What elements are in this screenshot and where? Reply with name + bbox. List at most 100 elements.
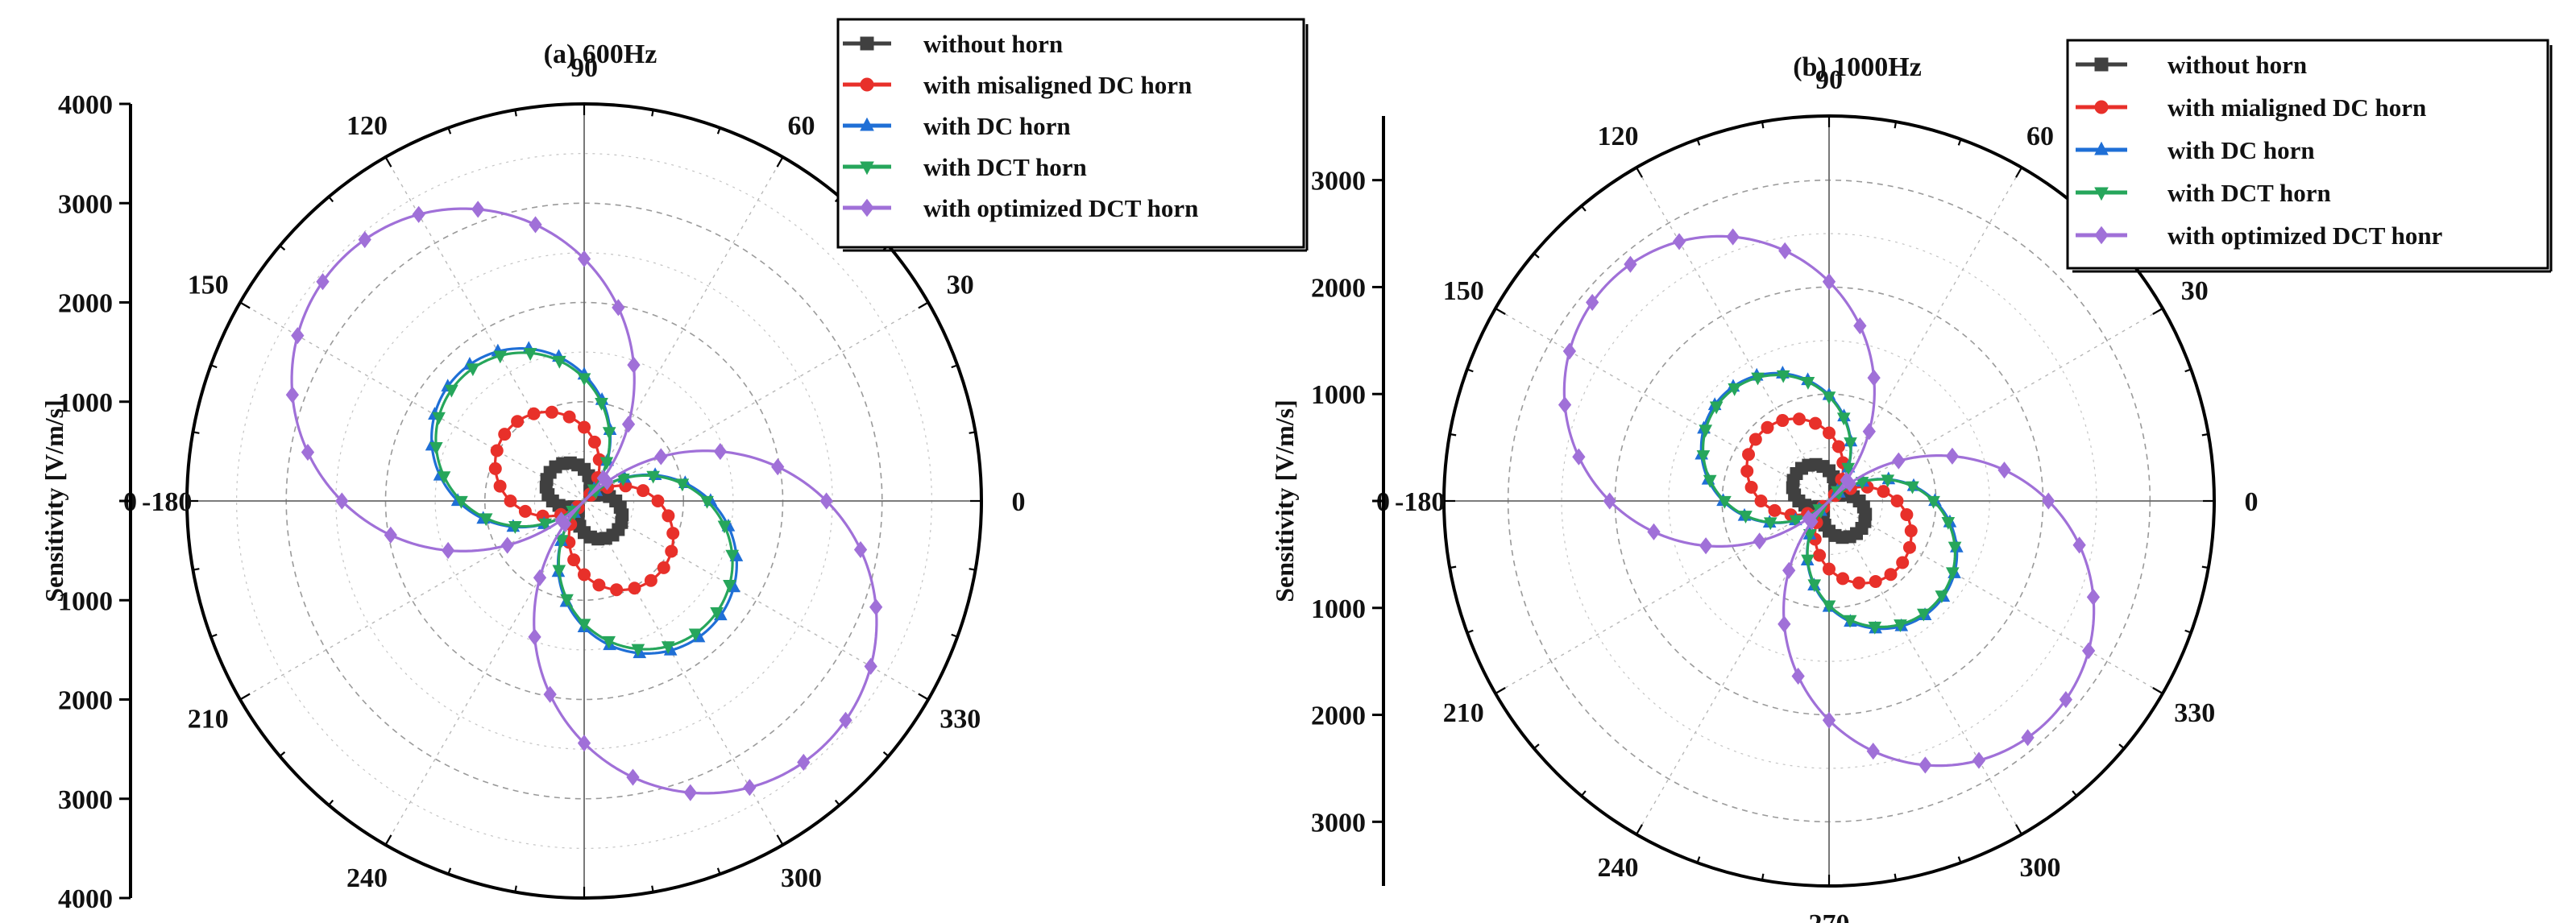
angle-label: 90 <box>570 53 598 83</box>
angle-label: 330 <box>2174 698 2215 728</box>
data-point <box>1831 440 1845 453</box>
data-point <box>1900 507 1914 521</box>
data-point <box>1801 554 1815 568</box>
data-point <box>592 578 606 592</box>
data-point <box>662 509 675 523</box>
legend-marker <box>860 117 874 131</box>
radial-grid-line <box>1495 308 1830 502</box>
data-point <box>545 405 558 419</box>
legend-marker <box>2094 141 2109 155</box>
data-point <box>543 685 557 703</box>
angle-tick <box>384 156 392 168</box>
data-point <box>1823 562 1836 576</box>
angle-label: 60 <box>788 111 815 141</box>
data-point <box>665 544 678 558</box>
panel-b-1000hz: 03060901201502102402703003300-1803000200… <box>1270 39 2553 923</box>
data-point <box>358 230 371 249</box>
data-point <box>518 504 532 518</box>
data-point <box>429 442 443 455</box>
data-point <box>1856 500 1870 514</box>
data-point <box>1868 621 1882 635</box>
angle-tick <box>384 834 392 846</box>
data-point <box>1603 492 1616 510</box>
radius-tick-label: 2000 <box>58 289 113 319</box>
data-point <box>1792 412 1806 426</box>
data-point <box>1672 233 1686 250</box>
data-point <box>285 386 299 404</box>
data-point <box>1945 567 1960 581</box>
series-3 <box>1696 370 1962 635</box>
radius-tick-label: 4000 <box>58 884 113 914</box>
data-point <box>1753 532 1766 550</box>
data-point <box>1892 452 1906 470</box>
angle-label: 240 <box>1598 853 1639 883</box>
radial-grid-line <box>583 156 784 502</box>
radial-grid-line <box>239 500 585 701</box>
data-point <box>493 350 508 364</box>
data-point <box>552 565 566 578</box>
center-label: -180 <box>142 487 192 517</box>
data-point <box>471 201 485 218</box>
radius-tick-label: 1000 <box>1311 594 1366 624</box>
data-point <box>613 500 627 514</box>
data-point <box>1822 600 1836 614</box>
data-point <box>1869 574 1882 588</box>
angle-label: 0 <box>2245 487 2259 517</box>
data-point <box>2021 729 2035 747</box>
radius-tick-label: 2000 <box>58 686 113 716</box>
data-point <box>1728 383 1741 396</box>
data-point <box>578 568 591 582</box>
angle-label: 210 <box>188 705 229 735</box>
legend-marker <box>2094 187 2109 201</box>
data-point <box>1853 317 1867 335</box>
data-point <box>1699 537 1713 555</box>
data-point <box>675 478 690 492</box>
radius-tick-label: 1000 <box>58 586 113 616</box>
data-point <box>631 644 645 657</box>
data-point <box>301 443 315 462</box>
angle-label: 120 <box>346 111 388 141</box>
panel-title: (b) 1000Hz <box>1793 52 1922 82</box>
series-4 <box>285 201 883 801</box>
data-point <box>1572 448 1586 466</box>
data-point <box>562 410 576 424</box>
angle-tick <box>1636 824 1643 835</box>
legend-label: with optimized DCT honr <box>2167 221 2443 250</box>
radius-tick-label: 3000 <box>1311 167 1366 197</box>
data-point <box>500 536 514 554</box>
data-point <box>1789 515 1803 528</box>
angle-label: 270 <box>1809 909 1850 923</box>
radial-grid-line <box>1495 500 1830 694</box>
data-point <box>602 635 616 649</box>
angle-tick <box>776 834 784 846</box>
data-point <box>1562 342 1577 360</box>
data-point <box>612 299 625 317</box>
angle-tick <box>239 693 251 701</box>
data-point <box>577 735 591 752</box>
data-point <box>1768 503 1782 517</box>
angle-label: 330 <box>940 705 981 735</box>
data-point <box>454 495 468 509</box>
data-point <box>1751 372 1765 386</box>
data-point <box>688 628 703 642</box>
radius-tick-label: 3000 <box>1311 808 1366 838</box>
data-point <box>493 479 507 493</box>
angle-label: 150 <box>188 271 229 300</box>
legend-label: with mialigned DC horn <box>2167 93 2426 122</box>
data-point <box>384 526 397 544</box>
data-point <box>1866 743 1880 760</box>
data-point <box>596 470 610 487</box>
data-point <box>412 205 425 223</box>
angle-tick <box>776 156 784 168</box>
data-point <box>1877 485 1890 499</box>
data-point <box>554 535 569 548</box>
data-point <box>661 641 675 655</box>
data-point <box>628 582 641 595</box>
data-point <box>1778 242 1792 259</box>
angle-label: 90 <box>1815 65 1843 95</box>
data-point <box>578 420 591 434</box>
data-point <box>1890 495 1904 507</box>
data-point <box>654 448 668 466</box>
data-point <box>1941 516 1956 530</box>
data-point <box>1862 423 1876 441</box>
